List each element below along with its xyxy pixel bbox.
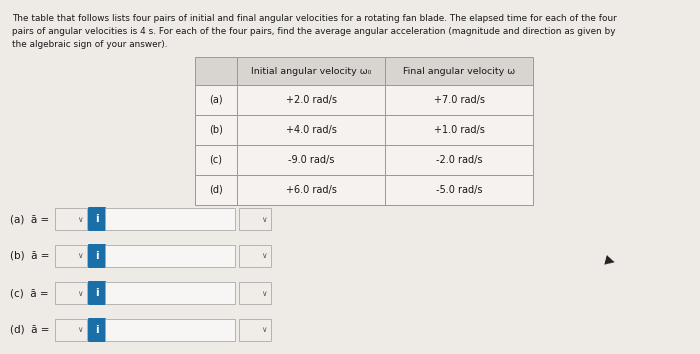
Bar bbox=[55, 282, 87, 304]
Text: (d): (d) bbox=[209, 185, 223, 195]
Text: (a): (a) bbox=[209, 95, 223, 105]
Bar bbox=[239, 282, 271, 304]
Bar bbox=[239, 319, 271, 341]
Bar bbox=[195, 115, 237, 145]
Bar bbox=[105, 282, 235, 304]
Text: -5.0 rad/s: -5.0 rad/s bbox=[435, 185, 482, 195]
Bar bbox=[237, 57, 385, 85]
Text: ∨: ∨ bbox=[261, 289, 267, 297]
Text: ∨: ∨ bbox=[261, 325, 267, 335]
Text: i: i bbox=[95, 214, 99, 224]
Bar bbox=[55, 245, 87, 267]
Text: ∨: ∨ bbox=[77, 289, 83, 297]
Text: ∨: ∨ bbox=[261, 215, 267, 223]
Bar bbox=[195, 175, 237, 205]
Bar bbox=[239, 245, 271, 267]
Bar bbox=[105, 208, 235, 230]
Bar bbox=[237, 85, 385, 115]
Text: (d)  ā =: (d) ā = bbox=[10, 325, 50, 335]
Text: +6.0 rad/s: +6.0 rad/s bbox=[286, 185, 337, 195]
Bar bbox=[237, 145, 385, 175]
Text: (c)  ā =: (c) ā = bbox=[10, 288, 48, 298]
Text: +2.0 rad/s: +2.0 rad/s bbox=[286, 95, 337, 105]
Bar bbox=[385, 175, 533, 205]
Bar bbox=[195, 145, 237, 175]
Text: the algebraic sign of your answer).: the algebraic sign of your answer). bbox=[12, 40, 167, 49]
Text: The table that follows lists four pairs of initial and final angular velocities : The table that follows lists four pairs … bbox=[12, 14, 617, 23]
Text: (c): (c) bbox=[209, 155, 223, 165]
Bar bbox=[385, 115, 533, 145]
Text: (b)  ā =: (b) ā = bbox=[10, 251, 50, 261]
Bar bbox=[239, 208, 271, 230]
FancyBboxPatch shape bbox=[88, 207, 106, 231]
Bar bbox=[385, 57, 533, 85]
Text: pairs of angular velocities is 4 s. For each of the four pairs, find the average: pairs of angular velocities is 4 s. For … bbox=[12, 27, 615, 36]
Text: +4.0 rad/s: +4.0 rad/s bbox=[286, 125, 337, 135]
Text: -9.0 rad/s: -9.0 rad/s bbox=[288, 155, 334, 165]
Text: i: i bbox=[95, 288, 99, 298]
Text: -2.0 rad/s: -2.0 rad/s bbox=[435, 155, 482, 165]
Text: ∨: ∨ bbox=[261, 251, 267, 261]
Text: i: i bbox=[95, 251, 99, 261]
Text: ∨: ∨ bbox=[77, 215, 83, 223]
Text: ∨: ∨ bbox=[77, 251, 83, 261]
Bar bbox=[237, 175, 385, 205]
Bar bbox=[55, 319, 87, 341]
Bar bbox=[237, 115, 385, 145]
Text: +1.0 rad/s: +1.0 rad/s bbox=[433, 125, 484, 135]
FancyBboxPatch shape bbox=[88, 318, 106, 342]
Bar bbox=[55, 208, 87, 230]
Text: i: i bbox=[95, 325, 99, 335]
Bar bbox=[385, 85, 533, 115]
Bar bbox=[105, 319, 235, 341]
Text: ∨: ∨ bbox=[77, 325, 83, 335]
Bar bbox=[195, 85, 237, 115]
FancyBboxPatch shape bbox=[88, 281, 106, 305]
Text: (b): (b) bbox=[209, 125, 223, 135]
Text: +7.0 rad/s: +7.0 rad/s bbox=[433, 95, 484, 105]
Bar bbox=[195, 57, 237, 85]
Text: (a)  ā =: (a) ā = bbox=[10, 214, 49, 224]
Text: Initial angular velocity ω₀: Initial angular velocity ω₀ bbox=[251, 67, 371, 75]
FancyBboxPatch shape bbox=[88, 244, 106, 268]
Bar bbox=[385, 145, 533, 175]
Text: Final angular velocity ω: Final angular velocity ω bbox=[403, 67, 515, 75]
Bar bbox=[105, 245, 235, 267]
Text: ▶: ▶ bbox=[603, 252, 616, 268]
